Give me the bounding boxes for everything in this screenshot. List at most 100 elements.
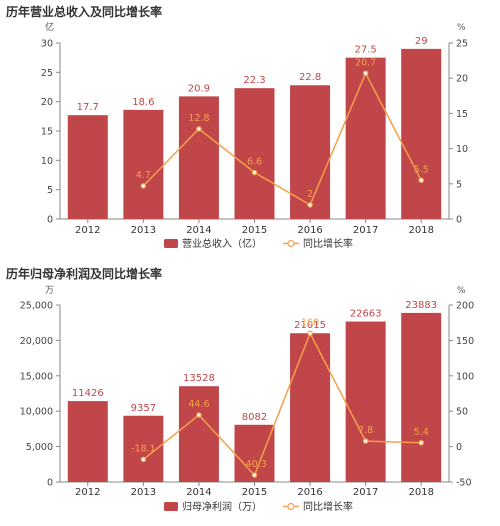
growth-rate-label: 2 [307, 189, 313, 200]
x-tick-label: 2014 [186, 225, 211, 236]
right-tick-label: -50 [456, 478, 472, 489]
growth-rate-label: 4.7 [136, 170, 151, 181]
left-tick-label: 0 [47, 478, 53, 489]
legend-bar-label: 归母净利润（万） [182, 500, 262, 513]
left-tick-label: 15,000 [20, 371, 53, 382]
bar [345, 57, 386, 219]
bar [401, 48, 442, 219]
legend: 归母净利润（万） 同比增长率 [164, 500, 353, 513]
right-tick-label: 0 [456, 215, 462, 226]
x-tick-label: 2018 [408, 487, 433, 498]
legend-line-label: 同比增长率 [303, 237, 353, 250]
legend-bar-label: 营业总收入（亿） [182, 237, 262, 250]
bar-value-label: 11426 [72, 388, 104, 399]
right-tick-label: 20 [456, 74, 468, 85]
x-tick-label: 2013 [131, 487, 156, 498]
left-tick-label: 30 [41, 39, 53, 50]
growth-rate-label: 44.6 [188, 399, 209, 410]
x-tick-label: 2016 [297, 225, 322, 236]
left-tick-label: 10,000 [20, 407, 53, 418]
bar-value-label: 22.8 [299, 72, 321, 83]
x-tick-label: 2013 [131, 225, 156, 236]
left-tick-label: 15 [41, 127, 53, 138]
growth-rate-label: 6.6 [247, 157, 262, 168]
growth-rate-point [196, 126, 202, 132]
bar-value-label: 29 [415, 36, 428, 47]
right-tick-label: 150 [456, 336, 474, 347]
left-tick-label: 10 [41, 156, 53, 167]
legend: 营业总收入（亿） 同比增长率 [164, 237, 353, 250]
bar [123, 109, 164, 219]
bar-value-label: 13528 [183, 373, 215, 384]
bar [67, 401, 108, 482]
growth-rate-line [142, 331, 422, 477]
growth-rate-label: -18.1 [131, 443, 156, 454]
growth-rate-point [362, 438, 369, 444]
growth-rate-label: -40.3 [242, 459, 267, 470]
growth-rate-point [307, 202, 313, 208]
right-tick-label: 100 [456, 371, 474, 382]
growth-rate-point [307, 330, 313, 337]
bar-value-label: 8082 [242, 412, 267, 423]
chart-title: 历年归母净利润及同比增长率 [6, 266, 162, 281]
x-tick-label: 2016 [297, 487, 322, 498]
x-tick-label: 2017 [353, 225, 378, 236]
legend-bar-swatch [164, 239, 178, 248]
bar-value-label: 17.7 [77, 102, 99, 113]
x-tick-label: 2014 [186, 487, 211, 498]
growth-rate-point [418, 439, 425, 446]
growth-rate-label: 12.8 [188, 113, 209, 124]
left-tick-label: 5 [47, 185, 53, 196]
growth-rate-point [418, 177, 425, 184]
legend-line-marker [287, 239, 295, 248]
growth-rate-point [196, 412, 202, 418]
left-tick-label: 20 [41, 97, 53, 108]
growth-rate-label: 7.8 [358, 425, 373, 436]
bar [401, 312, 442, 482]
right-tick-label: 5 [456, 179, 462, 190]
bar-value-label: 22663 [350, 309, 382, 320]
left-tick-label: 20,000 [20, 336, 53, 347]
growth-rate-label: 160 [301, 317, 319, 328]
bar-value-label: 22.3 [243, 75, 265, 86]
bar [290, 333, 331, 482]
right-tick-label: 10 [456, 144, 468, 155]
right-tick-label: 15 [456, 109, 468, 120]
growth-rate-point [251, 169, 258, 176]
growth-rate-label: 20.7 [355, 57, 376, 68]
legend-line-marker [287, 502, 295, 511]
growth-rate-line [142, 71, 422, 206]
right-axis-unit: % [457, 23, 466, 33]
bar-value-label: 18.6 [132, 97, 154, 108]
bar-value-label: 27.5 [355, 45, 377, 56]
bar [345, 321, 386, 482]
bar [178, 96, 219, 219]
growth-rate-point [140, 456, 147, 463]
right-tick-label: 25 [456, 39, 468, 50]
bar-value-label: 20.9 [188, 83, 210, 94]
x-tick-label: 2015 [242, 487, 267, 498]
x-tick-label: 2015 [242, 225, 267, 236]
bar [67, 115, 108, 219]
left-axis-unit: 万 [45, 286, 54, 296]
x-tick-label: 2012 [75, 225, 100, 236]
bar-value-label: 21015 [294, 320, 326, 331]
left-axis-unit: 亿 [45, 21, 54, 33]
x-tick-label: 2018 [408, 225, 433, 236]
growth-rate-point [251, 472, 258, 478]
right-tick-label: 200 [456, 301, 474, 312]
right-tick-label: 0 [456, 442, 462, 453]
chart-title: 历年营业总收入及同比增长率 [6, 4, 162, 19]
x-tick-label: 2012 [75, 487, 100, 498]
bar-value-label: 23883 [405, 300, 437, 311]
x-tick-label: 2017 [353, 487, 378, 498]
left-tick-label: 25,000 [20, 301, 53, 312]
growth-rate-point [140, 183, 147, 189]
right-tick-label: 50 [456, 407, 468, 418]
growth-rate-label: 5.5 [414, 164, 429, 175]
bar [234, 88, 275, 219]
growth-rate-point [362, 70, 369, 77]
